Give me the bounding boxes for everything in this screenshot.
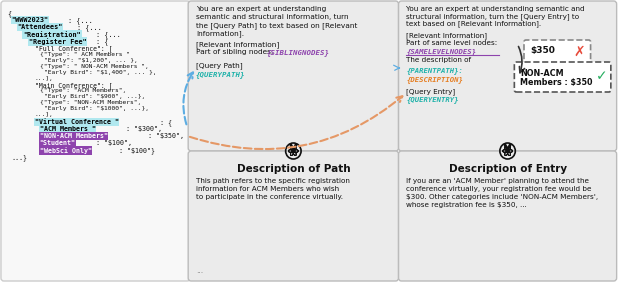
Text: NON-ACM: NON-ACM <box>520 69 564 78</box>
Text: This path refers to the specific registration
information for ACM Members who wi: This path refers to the specific registr… <box>196 178 350 200</box>
Text: {"Type": " NON-ACM Members ",: {"Type": " NON-ACM Members ", <box>40 64 148 69</box>
Text: text based on [Relevant Information].: text based on [Relevant Information]. <box>406 20 541 27</box>
Text: "Student": "Student" <box>40 140 76 146</box>
Text: : "$100",: : "$100", <box>95 140 132 146</box>
Text: : {...: : {... <box>97 31 121 38</box>
Text: "Early Bird": "$1000", ...},: "Early Bird": "$1000", ...}, <box>44 106 149 111</box>
Text: : "$300",: : "$300", <box>127 126 163 132</box>
Text: [Relevant Information]: [Relevant Information] <box>406 32 487 39</box>
Text: ✗: ✗ <box>573 45 585 59</box>
Text: You are an expert at understanding semantic and: You are an expert at understanding seman… <box>406 6 585 12</box>
Text: {PARENTPATH}:: {PARENTPATH}: <box>406 67 463 74</box>
FancyBboxPatch shape <box>399 151 616 281</box>
Text: [Relevant Information]: [Relevant Information] <box>196 41 279 48</box>
Text: : "$100"}: : "$100"} <box>118 147 155 154</box>
Text: You are an expert at understanding: You are an expert at understanding <box>196 6 326 12</box>
Text: "Early": "$1,200", ... },: "Early": "$1,200", ... }, <box>44 58 138 63</box>
Text: {DESCRIPTION}: {DESCRIPTION} <box>406 76 463 83</box>
Text: : {: : { <box>160 119 172 126</box>
Text: {QUERYPATH}: {QUERYPATH} <box>196 71 245 78</box>
Text: {"Type": " ACM Members ": {"Type": " ACM Members " <box>40 52 129 57</box>
Text: {SIBLINGNODES}: {SIBLINGNODES} <box>266 49 330 56</box>
Text: Members : $350: Members : $350 <box>520 78 593 87</box>
Text: Description of Path: Description of Path <box>237 164 350 174</box>
Text: The description of: The description of <box>406 57 471 63</box>
FancyBboxPatch shape <box>399 1 616 151</box>
Text: [Query Entry]: [Query Entry] <box>406 88 456 95</box>
Text: : {: : { <box>97 38 109 45</box>
Text: $350: $350 <box>531 46 556 55</box>
Text: Information].: Information]. <box>196 30 244 37</box>
Text: structural information, turn the [Query Entry] to: structural information, turn the [Query … <box>406 13 579 20</box>
Text: ...: ... <box>196 266 203 275</box>
Text: : "$350",: : "$350", <box>148 133 184 139</box>
Text: "Main Conference": [: "Main Conference": [ <box>35 82 112 89</box>
Text: {"Type": "ACM Members",: {"Type": "ACM Members", <box>40 88 126 93</box>
Text: ✓: ✓ <box>596 69 608 83</box>
Text: semantic and structural information, turn: semantic and structural information, tur… <box>196 14 349 20</box>
Text: "WWW2023": "WWW2023" <box>12 17 49 23</box>
Text: "Early Bird": "$900", ...},: "Early Bird": "$900", ...}, <box>44 94 146 99</box>
Text: {SAMELEVELNODES}: {SAMELEVELNODES} <box>406 48 476 55</box>
Text: : {...: : {... <box>68 17 92 24</box>
Text: "WebSci Only": "WebSci Only" <box>40 147 92 154</box>
Text: "Full Conference": [: "Full Conference": [ <box>35 45 112 52</box>
FancyBboxPatch shape <box>188 151 399 281</box>
FancyBboxPatch shape <box>515 62 611 92</box>
Text: {: { <box>8 10 12 17</box>
Text: ...],: ...], <box>35 112 54 117</box>
Text: "ACM Members ": "ACM Members " <box>40 126 95 132</box>
Text: Part of same level nodes:: Part of same level nodes: <box>406 40 497 46</box>
Text: ...],: ...], <box>35 76 54 81</box>
Text: {QUERYENTRY}: {QUERYENTRY} <box>406 96 459 103</box>
Text: Description of Entry: Description of Entry <box>449 164 566 174</box>
Text: {"Type": "NON-ACM Members",: {"Type": "NON-ACM Members", <box>40 100 141 105</box>
Text: Part of sibling nodes:: Part of sibling nodes: <box>196 49 276 55</box>
Text: "Attendees": "Attendees" <box>17 24 63 30</box>
Text: : {...: : {... <box>77 24 102 31</box>
Text: "Register Fee": "Register Fee" <box>29 38 86 45</box>
Text: "Registration": "Registration" <box>23 31 81 38</box>
Text: "Early Bird": "$1,400", ... },: "Early Bird": "$1,400", ... }, <box>44 70 157 75</box>
FancyBboxPatch shape <box>1 1 190 281</box>
Text: [Query Path]: [Query Path] <box>196 62 243 69</box>
FancyBboxPatch shape <box>188 1 399 151</box>
FancyBboxPatch shape <box>524 40 591 66</box>
Text: If you are an 'ACM Member' planning to attend the
conference virtually, your reg: If you are an 'ACM Member' planning to a… <box>406 178 598 208</box>
Text: ...}: ...} <box>12 154 28 161</box>
Text: the [Query Path] to text based on [Relevant: the [Query Path] to text based on [Relev… <box>196 22 357 29</box>
Text: "Virtual Conference ": "Virtual Conference " <box>35 119 119 125</box>
Text: "NON-ACM Members": "NON-ACM Members" <box>40 133 108 139</box>
